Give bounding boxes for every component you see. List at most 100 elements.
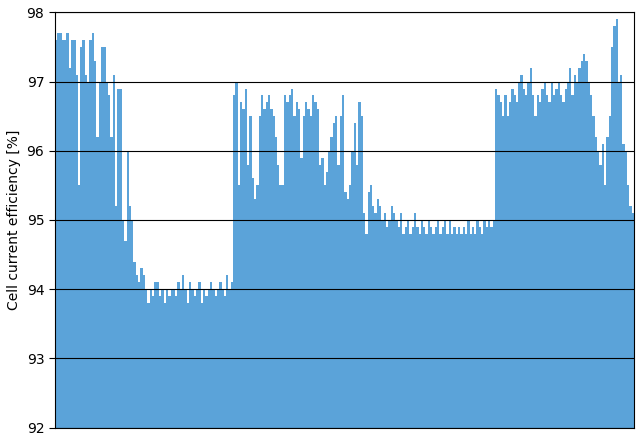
Bar	[430, 227, 433, 427]
Bar	[268, 96, 271, 427]
Bar	[361, 116, 363, 427]
Bar	[217, 289, 219, 427]
Bar	[159, 296, 162, 427]
Bar	[397, 227, 400, 427]
Bar	[333, 123, 335, 427]
Bar	[606, 137, 608, 427]
Bar	[423, 227, 426, 427]
Bar	[590, 96, 592, 427]
Bar	[326, 171, 328, 427]
Bar	[312, 96, 314, 427]
Bar	[599, 165, 602, 427]
Bar	[189, 282, 192, 427]
Bar	[187, 303, 189, 427]
Bar	[113, 75, 115, 427]
Bar	[215, 296, 217, 427]
Bar	[495, 89, 497, 427]
Bar	[222, 289, 224, 427]
Bar	[263, 109, 265, 427]
Bar	[562, 102, 565, 427]
Bar	[374, 213, 377, 427]
Bar	[437, 220, 439, 427]
Bar	[576, 82, 578, 427]
Bar	[379, 206, 381, 427]
Bar	[314, 102, 317, 427]
Bar	[523, 89, 525, 427]
Bar	[324, 186, 326, 427]
Bar	[235, 82, 238, 427]
Bar	[537, 96, 539, 427]
Bar	[245, 89, 247, 427]
Bar	[453, 227, 456, 427]
Bar	[73, 40, 76, 427]
Bar	[377, 199, 379, 427]
Bar	[395, 220, 397, 427]
Bar	[499, 102, 502, 427]
Bar	[567, 82, 569, 427]
Bar	[611, 47, 613, 427]
Bar	[463, 227, 465, 427]
Bar	[143, 276, 145, 427]
Bar	[317, 109, 319, 427]
Bar	[367, 192, 370, 427]
Bar	[370, 186, 372, 427]
Bar	[106, 82, 108, 427]
Bar	[574, 75, 576, 427]
Bar	[247, 165, 249, 427]
Bar	[504, 96, 506, 427]
Bar	[224, 296, 226, 427]
Bar	[85, 75, 87, 427]
Bar	[92, 33, 94, 427]
Bar	[502, 116, 504, 427]
Bar	[409, 234, 412, 427]
Bar	[476, 220, 479, 427]
Bar	[544, 82, 546, 427]
Bar	[173, 289, 175, 427]
Bar	[258, 116, 261, 427]
Y-axis label: Cell current efficiency [%]: Cell current efficiency [%]	[7, 130, 21, 310]
Bar	[261, 96, 263, 427]
Bar	[542, 89, 544, 427]
Bar	[486, 227, 488, 427]
Bar	[166, 289, 168, 427]
Bar	[386, 227, 388, 427]
Bar	[275, 137, 277, 427]
Bar	[147, 303, 150, 427]
Bar	[198, 282, 201, 427]
Bar	[226, 276, 228, 427]
Bar	[180, 289, 182, 427]
Bar	[512, 89, 513, 427]
Bar	[210, 282, 212, 427]
Bar	[71, 40, 73, 427]
Bar	[565, 89, 567, 427]
Bar	[307, 109, 310, 427]
Bar	[421, 220, 423, 427]
Bar	[604, 186, 606, 427]
Bar	[553, 96, 555, 427]
Bar	[54, 40, 57, 427]
Bar	[208, 289, 210, 427]
Bar	[516, 102, 518, 427]
Bar	[117, 89, 120, 427]
Bar	[163, 303, 166, 427]
Bar	[331, 137, 333, 427]
Bar	[252, 179, 254, 427]
Bar	[175, 296, 178, 427]
Bar	[136, 276, 138, 427]
Bar	[555, 89, 558, 427]
Bar	[154, 282, 156, 427]
Bar	[168, 296, 171, 427]
Bar	[426, 234, 428, 427]
Bar	[474, 234, 476, 427]
Bar	[192, 289, 194, 427]
Bar	[233, 96, 235, 427]
Bar	[613, 26, 615, 427]
Bar	[509, 102, 512, 427]
Bar	[335, 116, 337, 427]
Bar	[618, 82, 620, 427]
Bar	[412, 227, 414, 427]
Bar	[622, 144, 625, 427]
Bar	[256, 186, 258, 427]
Bar	[305, 102, 307, 427]
Bar	[528, 82, 529, 427]
